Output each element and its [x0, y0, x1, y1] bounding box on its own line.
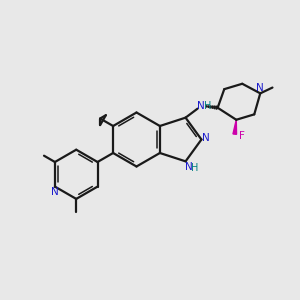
- Text: N: N: [197, 101, 205, 111]
- Text: F: F: [239, 131, 245, 141]
- Text: H: H: [191, 163, 199, 173]
- Text: N: N: [51, 187, 59, 197]
- Text: N: N: [202, 133, 210, 143]
- Text: N: N: [185, 162, 193, 172]
- Polygon shape: [233, 120, 237, 134]
- Text: N: N: [256, 83, 264, 93]
- Text: H: H: [204, 101, 212, 111]
